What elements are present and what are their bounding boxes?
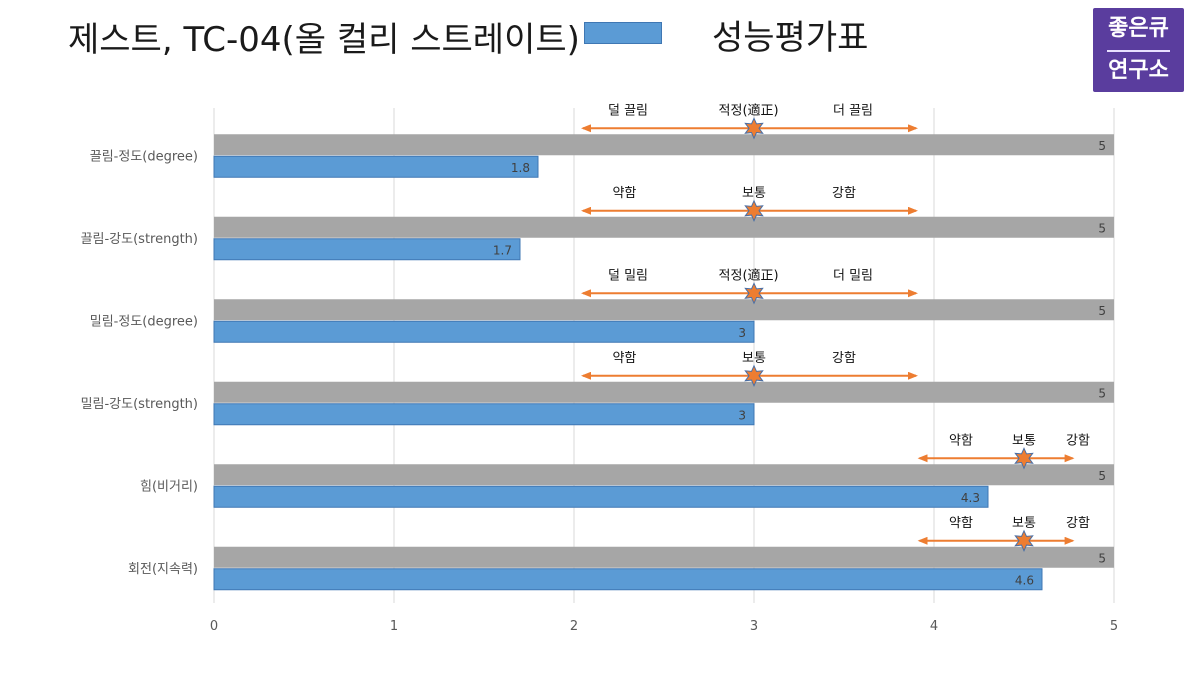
scale-label: 약함	[612, 351, 636, 366]
scale-label: 약함	[949, 433, 973, 448]
gridlines	[213, 108, 1115, 603]
max-bar	[214, 464, 1114, 486]
scale-label: 강함	[1066, 516, 1090, 531]
scale-label: 약함	[612, 186, 636, 201]
value-bar-value-label: 1.8	[511, 161, 530, 175]
scale-label: 더 밀림	[833, 268, 873, 283]
value-bar-value-label: 3	[738, 326, 746, 340]
max-bar	[214, 546, 1114, 568]
star-marker-icon	[744, 117, 764, 140]
star-marker-icon	[744, 282, 764, 305]
scale-label: 보통	[742, 186, 766, 201]
legend-label: 성능평가표	[712, 18, 869, 58]
x-tick-label: 0	[210, 619, 218, 634]
max-bar-value-label: 5	[1098, 469, 1106, 483]
scale-label: 강함	[832, 186, 856, 201]
value-bar	[213, 155, 539, 178]
logo-text-line2: 연구소	[1108, 58, 1169, 83]
axes: 0 1 2 3 4 5 끌림-정도(degree) 끌림-강도(strength) 밀림-정도(…	[81, 149, 1119, 634]
scale-label: 강함	[1066, 433, 1090, 448]
chart-title-area: 제스트, TC-04(올 컬리 스트레이트)	[68, 6, 580, 66]
star-marker-icon	[1014, 447, 1034, 470]
scale-label: 적정(適正)	[719, 102, 779, 118]
scale-label: 덜 밀림	[608, 268, 648, 283]
logo-separator	[1107, 50, 1170, 52]
value-bar	[213, 568, 1043, 591]
value-bar-value-label: 4.6	[1015, 573, 1034, 587]
category-label: 회전(지속력)	[128, 562, 198, 577]
star-marker-icon	[1014, 529, 1034, 553]
scale-label: 보통	[1012, 433, 1036, 448]
max-bar	[214, 134, 1114, 156]
category-label: 끌림-정도(degree)	[90, 149, 198, 164]
value-bar-value-label: 3	[738, 408, 746, 422]
value-bar-value-label: 4.3	[961, 491, 980, 505]
scale-label: 보통	[1012, 516, 1036, 531]
max-bar-value-label: 5	[1098, 386, 1106, 400]
logo-text-line1: 좋은큐	[1108, 16, 1169, 41]
max-bar-value-label: 5	[1098, 221, 1106, 235]
star-marker-icon	[744, 364, 764, 388]
chart-title: 제스트, TC-04(올 컬리 스트레이트)	[68, 19, 580, 60]
value-bar	[213, 485, 989, 508]
x-tick-label: 4	[930, 619, 938, 634]
x-tick-label: 5	[1110, 619, 1118, 634]
value-bar-value-label: 1.7	[493, 243, 512, 257]
x-tick-label: 1	[390, 619, 398, 634]
category-label: 끌림-강도(strength)	[81, 232, 198, 247]
max-bar-value-label: 5	[1098, 551, 1106, 565]
max-bar-value-label: 5	[1098, 304, 1106, 318]
max-bar	[214, 216, 1114, 238]
scale-label: 덜 끌림	[608, 103, 648, 118]
scale-label: 보통	[742, 351, 766, 366]
max-bar	[214, 381, 1114, 403]
star-marker-icon	[744, 199, 764, 223]
brand-logo: 좋은큐 연구소	[1093, 8, 1184, 92]
value-bar	[213, 320, 755, 343]
legend-swatch	[584, 22, 662, 44]
scale-label: 적정(適正)	[719, 267, 779, 283]
x-tick-label: 3	[750, 619, 758, 634]
x-tick-label: 2	[570, 619, 578, 634]
scale-label: 약함	[949, 516, 973, 531]
category-label: 밀림-강도(strength)	[81, 397, 198, 412]
scale-label: 강함	[832, 351, 856, 366]
scale-label: 더 끌림	[833, 103, 873, 118]
value-bar	[213, 403, 755, 426]
value-bar	[213, 238, 521, 261]
max-bar-value-label: 5	[1098, 139, 1106, 153]
category-label: 힘(비거리)	[140, 479, 198, 494]
bars: 5 1.8 5 1.7 5 3 5 3 5 4.3 5 4.6	[213, 134, 1114, 591]
category-label: 밀림-정도(degree)	[90, 314, 198, 329]
max-bar	[214, 299, 1114, 321]
